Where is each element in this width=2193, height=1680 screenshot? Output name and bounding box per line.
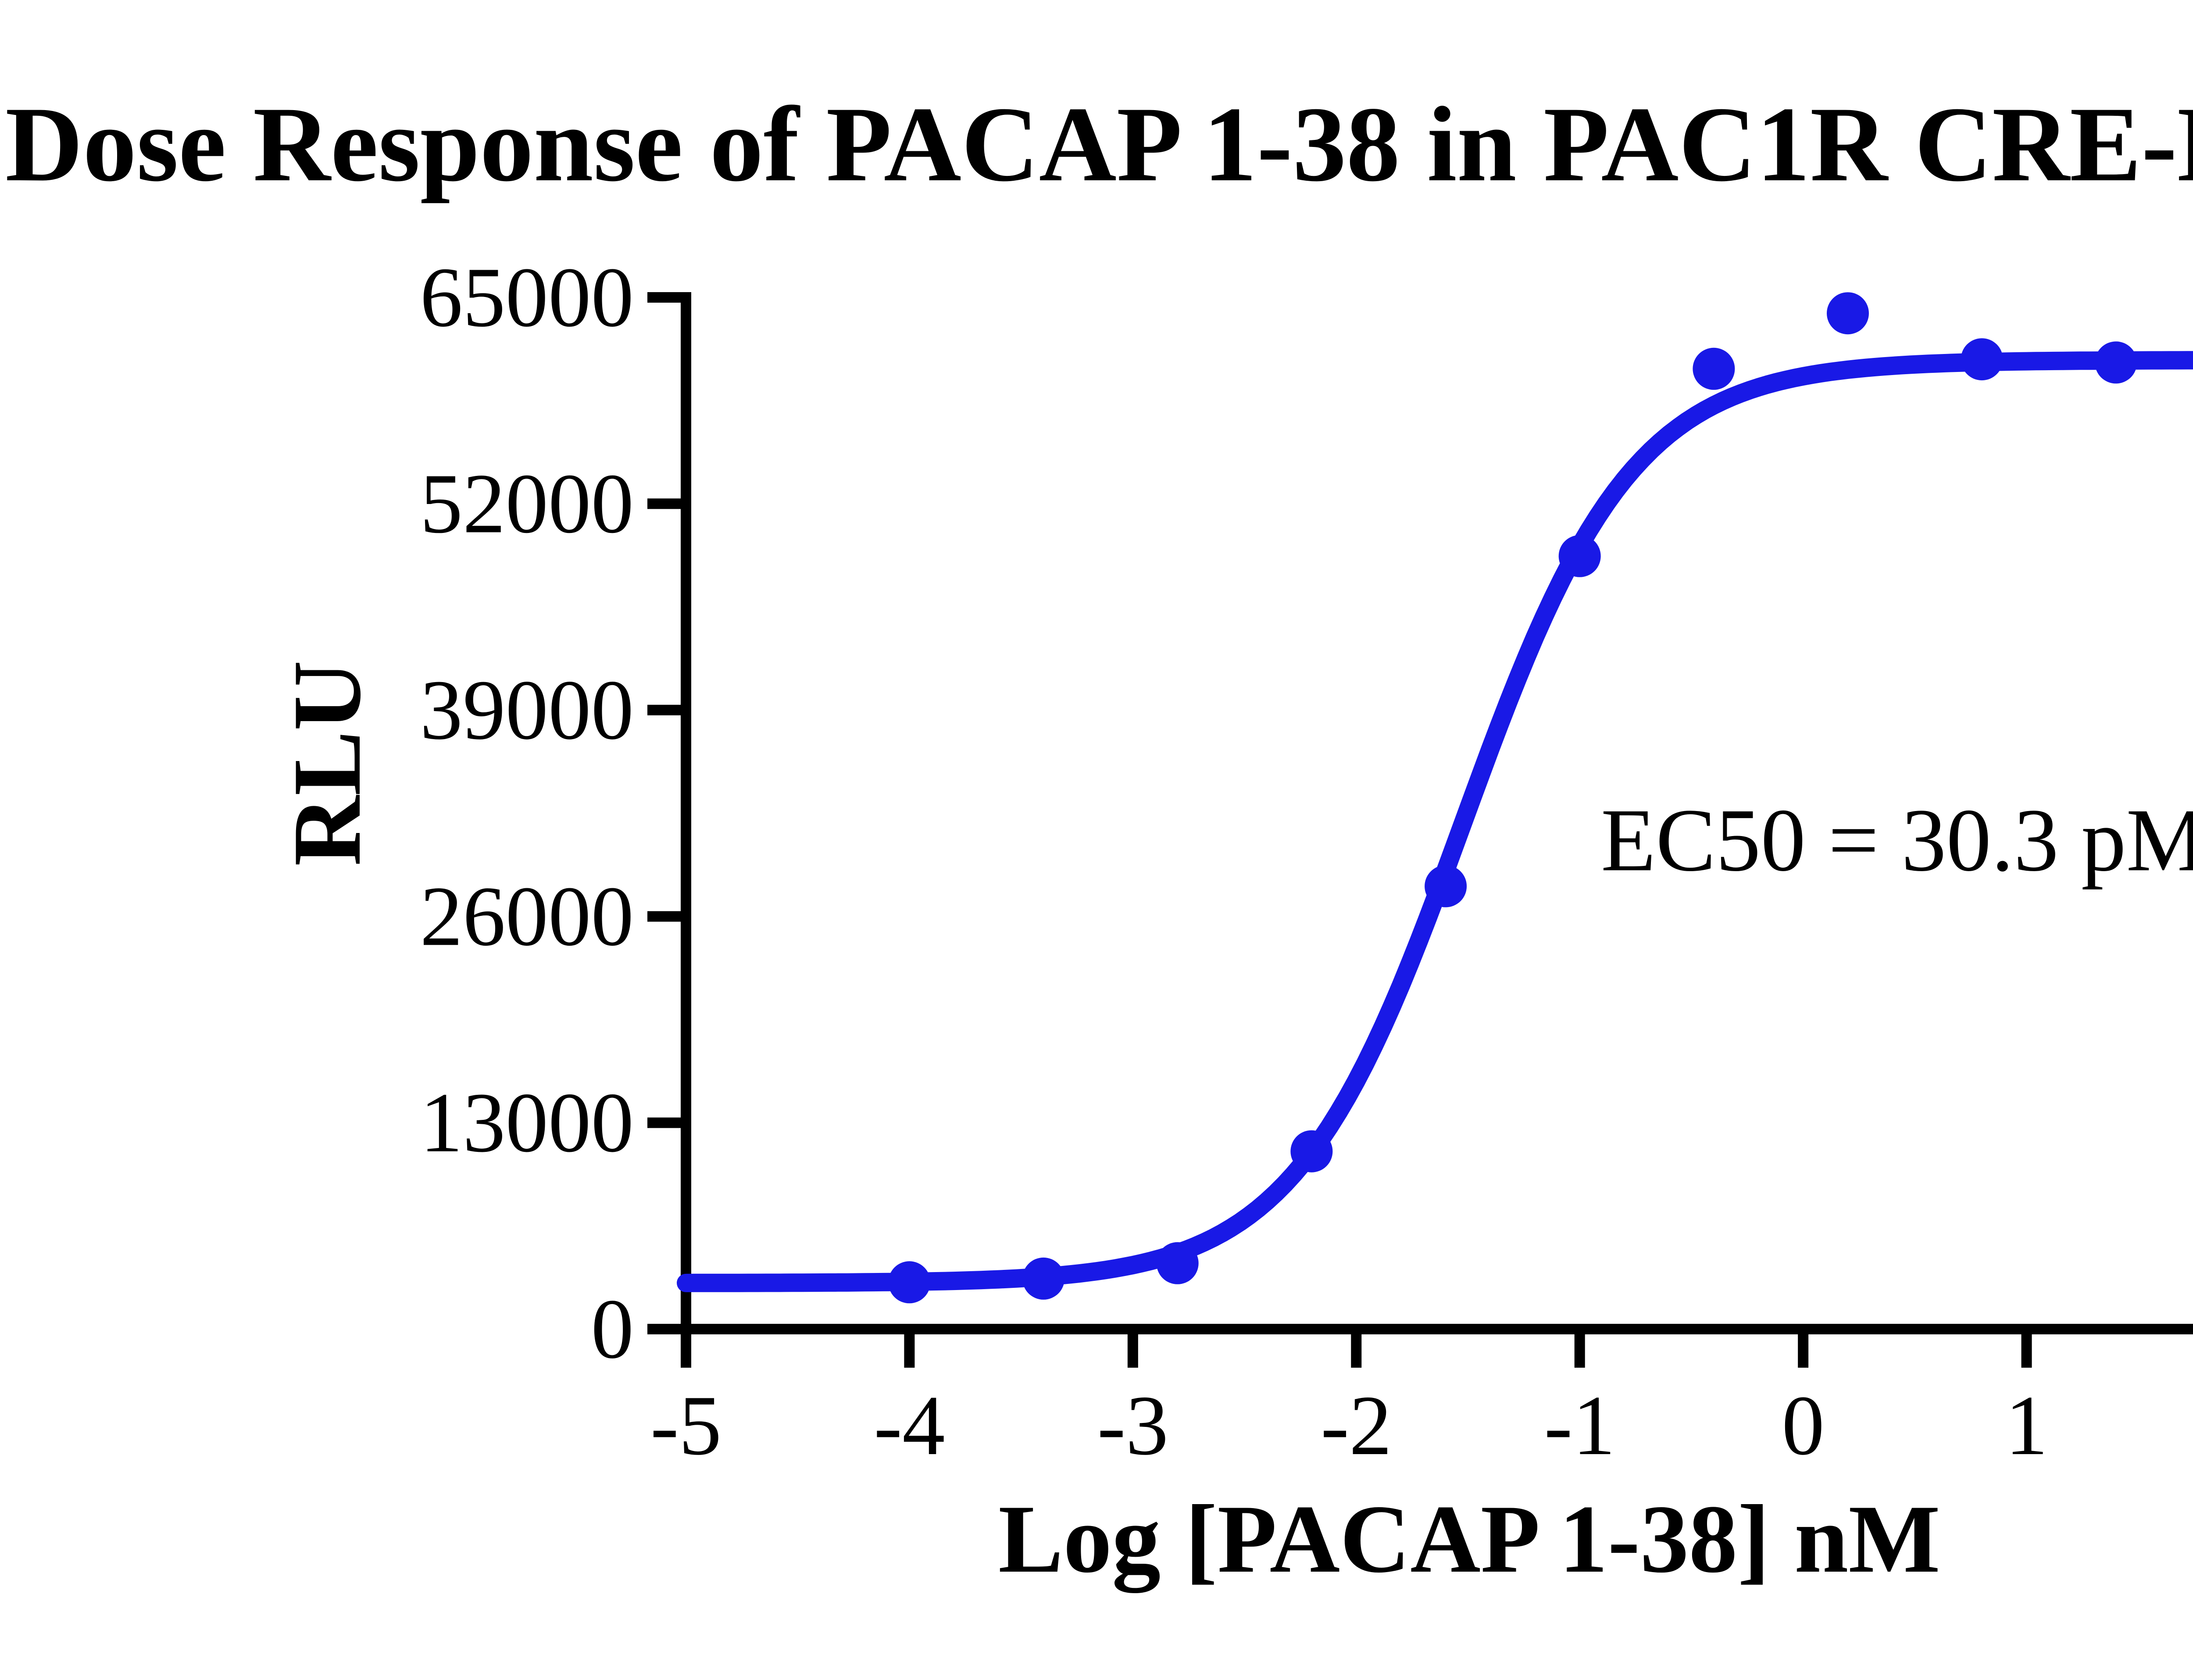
x-tick-label: -3 (1097, 1378, 1168, 1473)
x-tick-label: -5 (650, 1378, 721, 1473)
data-point (1156, 1242, 1199, 1284)
y-tick-label: 0 (591, 1282, 634, 1376)
y-tick-label: 65000 (420, 250, 634, 345)
y-axis-title: RLU (273, 661, 381, 866)
y-tick-label: 39000 (420, 663, 634, 758)
x-tick-label: -4 (874, 1378, 945, 1473)
y-tick-label: 26000 (420, 869, 634, 964)
data-point (888, 1261, 931, 1304)
data-point (1827, 292, 1869, 335)
x-tick-label: 1 (2005, 1378, 2048, 1473)
data-point (1693, 347, 1735, 390)
data-point (1022, 1257, 1065, 1300)
x-tick-label: 0 (1782, 1378, 1825, 1473)
x-tick-label: -1 (1544, 1378, 1615, 1473)
x-axis-title: Log [PACAP 1-38] nM (998, 1485, 1940, 1593)
data-point (1961, 338, 2003, 381)
y-tick-label: 13000 (420, 1076, 634, 1170)
data-point (1425, 865, 1467, 908)
data-point (1290, 1130, 1333, 1172)
ec50-annotation: EC50 = 30.3 pM (1601, 790, 2193, 890)
chart-title: Dose Response of PACAP 1-38 in PAC1R CRE… (5, 85, 2193, 204)
data-points-layer (888, 292, 2137, 1304)
x-tick-label: -2 (1321, 1378, 1392, 1473)
y-tick-label: 52000 (420, 456, 634, 551)
data-point (2095, 341, 2137, 384)
data-point (1558, 535, 1601, 577)
